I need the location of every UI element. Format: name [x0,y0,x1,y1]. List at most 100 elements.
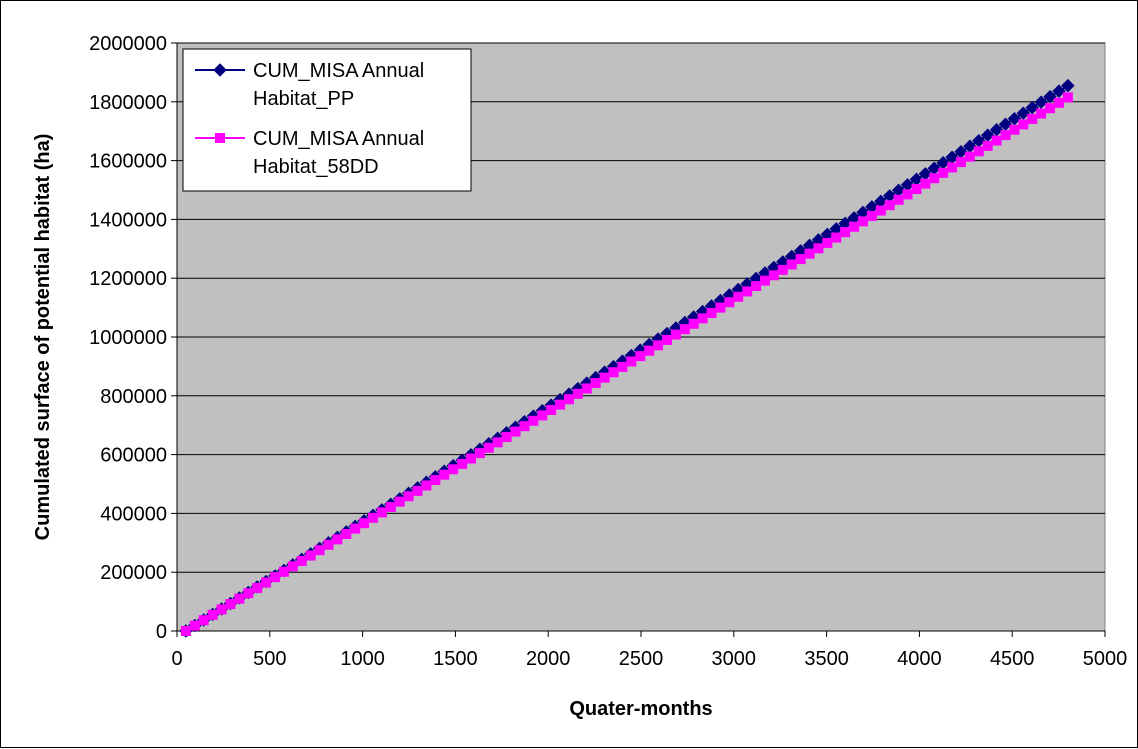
data-point [252,582,263,593]
data-point [448,464,459,475]
x-tick-label: 4000 [897,648,942,670]
series-layer [179,78,1075,638]
data-point [1018,119,1029,130]
data-point [465,453,476,464]
y-tick-label: 200000 [100,562,167,584]
legend-label: CUM_MISA Annual [253,60,424,82]
data-point [189,620,200,631]
y-axis-title: Cumulated surface of potential habitat (… [32,134,54,541]
data-point [403,491,414,502]
legend-swatch [195,133,245,143]
data-point [688,318,699,329]
data-point [278,566,289,577]
data-point [243,588,254,599]
data-point [528,415,539,426]
legend: CUM_MISA Annual Habitat_PP CUM_MISA Annual… [182,48,472,192]
legend-label: Habitat_PP [253,88,354,110]
data-point [804,248,815,259]
x-tick-label: 2000 [526,648,571,670]
y-tick-label: 2000000 [89,33,167,55]
data-point [546,405,557,416]
data-point [786,259,797,270]
data-point [1045,103,1056,114]
data-point [492,437,503,448]
data-point [857,216,868,227]
x-tick-label: 500 [253,648,286,670]
data-point [483,442,494,453]
data-point [350,523,361,534]
data-point [795,254,806,265]
x-tick-label: 1000 [340,648,385,670]
data-point [385,502,396,513]
data-point [314,545,325,556]
data-point [430,475,441,486]
y-tick-label: 1200000 [89,268,167,290]
legend-label: Habitat_58DD [253,156,379,178]
data-point [323,539,334,550]
data-point [412,485,423,496]
x-axis-title: Quater-months [569,698,712,720]
data-point [608,367,619,378]
data-point [332,534,343,545]
data-point [991,135,1002,146]
y-tick-label: 1600000 [89,151,167,173]
data-point [955,157,966,168]
legend-swatch [195,63,245,77]
data-point [715,302,726,313]
data-point [234,593,245,604]
data-point [180,626,191,636]
data-point [742,286,753,297]
data-point [733,291,744,302]
data-point [296,555,307,566]
data-point [1053,97,1064,108]
x-tick-label: 5000 [1083,648,1128,670]
y-tick-label: 800000 [100,386,167,408]
data-point [1025,100,1039,115]
data-point [367,512,378,523]
data-point [1007,111,1022,126]
data-point [537,410,548,421]
data-point [501,431,512,442]
data-point [938,167,949,178]
data-point [1036,108,1047,119]
data-point [421,480,432,491]
data-point [439,469,450,480]
data-point [884,200,895,211]
data-point [599,372,610,383]
data-point [394,496,405,507]
data-point [216,604,227,615]
data-point [305,550,316,561]
data-point [697,313,708,324]
data-point [376,507,387,518]
data-point [768,270,779,281]
data-point [644,345,655,356]
series-58dd [180,92,1073,636]
data-point [964,151,975,162]
y-tick-label: 600000 [100,445,167,467]
data-point [1027,113,1038,124]
data-point [831,232,842,243]
tick-labels: 0 200000 400000 600000 800000 1000000 1200000 1… [89,33,1127,670]
data-point [679,324,690,335]
data-point [929,173,940,184]
data-point [581,383,592,394]
data-point [359,518,370,529]
data-point [1062,92,1073,103]
legend-marker [215,133,225,143]
data-point [555,399,566,410]
data-point [1000,130,1011,141]
data-point [706,307,717,318]
data-point [849,221,860,232]
x-tick-label: 4500 [990,648,1035,670]
data-point [813,243,824,254]
data-point [1034,95,1048,109]
x-tick-label: 3500 [804,648,849,670]
data-point [1052,84,1066,98]
data-point [670,329,681,340]
data-point [626,356,637,367]
data-point [724,297,735,308]
y-tick-label: 1400000 [89,209,167,231]
data-point [261,577,272,588]
data-point [572,388,583,399]
